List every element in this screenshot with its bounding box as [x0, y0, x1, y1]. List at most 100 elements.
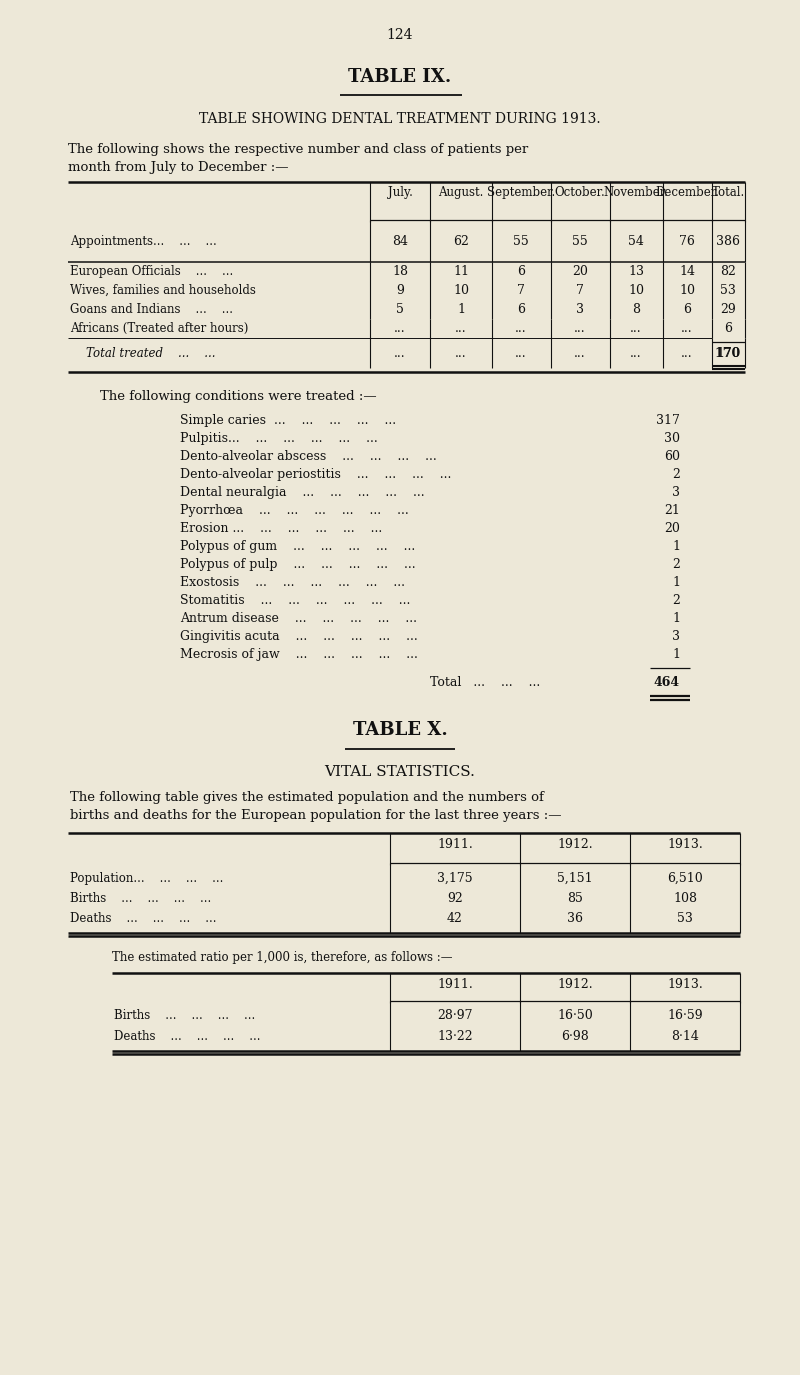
Text: 10: 10	[628, 285, 644, 297]
Text: Population...    ...    ...    ...: Population... ... ... ...	[70, 872, 223, 884]
Text: Births    ...    ...    ...    ...: Births ... ... ... ...	[70, 891, 211, 905]
Text: TABLE X.: TABLE X.	[353, 720, 447, 738]
Text: Pulpitis...    ...    ...    ...    ...    ...: Pulpitis... ... ... ... ... ...	[180, 432, 378, 446]
Text: Total.: Total.	[711, 186, 745, 199]
Text: 84: 84	[392, 235, 408, 248]
Text: 62: 62	[453, 235, 469, 248]
Text: 1: 1	[672, 576, 680, 588]
Text: 55: 55	[513, 235, 529, 248]
Text: 1913.: 1913.	[667, 837, 703, 851]
Text: Total   ...    ...    ...: Total ... ... ...	[430, 676, 540, 689]
Text: September.: September.	[487, 186, 555, 199]
Text: 16·50: 16·50	[557, 1009, 593, 1022]
Text: 1: 1	[672, 540, 680, 553]
Text: 9: 9	[396, 285, 404, 297]
Text: Simple caries  ...    ...    ...    ...    ...: Simple caries ... ... ... ... ...	[180, 414, 396, 428]
Text: 6: 6	[517, 265, 525, 278]
Text: births and deaths for the European population for the last three years :—: births and deaths for the European popul…	[70, 808, 562, 822]
Text: 1: 1	[672, 648, 680, 661]
Text: TABLE SHOWING DENTAL TREATMENT DURING 1913.: TABLE SHOWING DENTAL TREATMENT DURING 19…	[199, 111, 601, 126]
Text: 170: 170	[716, 346, 740, 359]
Text: ...: ...	[574, 322, 586, 336]
Text: 3,175: 3,175	[437, 872, 473, 884]
Text: Exostosis    ...    ...    ...    ...    ...    ...: Exostosis ... ... ... ... ... ...	[180, 576, 405, 588]
Text: 8: 8	[632, 302, 640, 316]
Text: 6·98: 6·98	[561, 1030, 589, 1044]
Text: 53: 53	[677, 912, 693, 924]
Text: ...: ...	[515, 346, 527, 359]
Text: 3: 3	[576, 302, 584, 316]
Text: month from July to December :—: month from July to December :—	[68, 161, 289, 175]
Text: 54: 54	[628, 235, 644, 248]
Text: 1911.: 1911.	[437, 978, 473, 991]
Text: 20: 20	[572, 265, 588, 278]
Text: Erosion ...    ...    ...    ...    ...    ...: Erosion ... ... ... ... ... ...	[180, 522, 382, 535]
Text: 6: 6	[517, 302, 525, 316]
Text: 124: 124	[386, 28, 414, 43]
Text: Dento-alveolar periostitis    ...    ...    ...    ...: Dento-alveolar periostitis ... ... ... .…	[180, 468, 451, 481]
Text: 85: 85	[567, 891, 583, 905]
Text: 28·97: 28·97	[438, 1009, 473, 1022]
Text: 10: 10	[453, 285, 469, 297]
Text: 14: 14	[679, 265, 695, 278]
Text: 1911.: 1911.	[437, 837, 473, 851]
Text: Mecrosis of jaw    ...    ...    ...    ...    ...: Mecrosis of jaw ... ... ... ... ...	[180, 648, 418, 661]
Text: 13·22: 13·22	[437, 1030, 473, 1044]
Text: 16·59: 16·59	[667, 1009, 703, 1022]
Text: 13: 13	[628, 265, 644, 278]
Text: October.: October.	[554, 186, 606, 199]
Text: European Officials    ...    ...: European Officials ... ...	[70, 265, 234, 278]
Text: Polypus of pulp    ...    ...    ...    ...    ...: Polypus of pulp ... ... ... ... ...	[180, 558, 416, 571]
Text: 7: 7	[517, 285, 525, 297]
Text: 8·14: 8·14	[671, 1030, 699, 1044]
Text: 2: 2	[672, 558, 680, 571]
Text: 82: 82	[720, 265, 736, 278]
Text: 42: 42	[447, 912, 463, 924]
Text: VITAL STATISTICS.: VITAL STATISTICS.	[325, 765, 475, 780]
Text: 76: 76	[679, 235, 695, 248]
Text: ...: ...	[455, 346, 467, 359]
Text: The estimated ratio per 1,000 is, therefore, as follows :—: The estimated ratio per 1,000 is, theref…	[112, 951, 453, 964]
Text: Deaths    ...    ...    ...    ...: Deaths ... ... ... ...	[70, 912, 217, 924]
Text: 1912.: 1912.	[557, 978, 593, 991]
Text: December.: December.	[655, 186, 719, 199]
Text: 30: 30	[664, 432, 680, 446]
Text: Gingivitis acuta    ...    ...    ...    ...    ...: Gingivitis acuta ... ... ... ... ...	[180, 630, 418, 644]
Text: Dento-alveolar abscess    ...    ...    ...    ...: Dento-alveolar abscess ... ... ... ...	[180, 450, 437, 463]
Text: Deaths    ...    ...    ...    ...: Deaths ... ... ... ...	[114, 1030, 261, 1044]
Text: November.: November.	[603, 186, 669, 199]
Text: Stomatitis    ...    ...    ...    ...    ...    ...: Stomatitis ... ... ... ... ... ...	[180, 594, 410, 606]
Text: Goans and Indians    ...    ...: Goans and Indians ... ...	[70, 302, 233, 316]
Text: 29: 29	[720, 302, 736, 316]
Text: 1913.: 1913.	[667, 978, 703, 991]
Text: ...: ...	[574, 346, 586, 359]
Text: August.: August.	[438, 186, 484, 199]
Text: ...: ...	[630, 322, 642, 336]
Text: 170: 170	[715, 346, 741, 359]
Text: ...: ...	[394, 346, 406, 359]
Text: Antrum disease    ...    ...    ...    ...    ...: Antrum disease ... ... ... ... ...	[180, 612, 417, 626]
Text: Wives, families and households: Wives, families and households	[70, 285, 256, 297]
Text: July.: July.	[387, 186, 413, 199]
Text: 1912.: 1912.	[557, 837, 593, 851]
Text: 60: 60	[664, 450, 680, 463]
Text: 6: 6	[683, 302, 691, 316]
Text: The following table gives the estimated population and the numbers of: The following table gives the estimated …	[70, 791, 544, 804]
Text: 386: 386	[716, 235, 740, 248]
Text: TABLE IX.: TABLE IX.	[348, 67, 452, 87]
Text: 464: 464	[654, 676, 680, 689]
Text: Dental neuralgia    ...    ...    ...    ...    ...: Dental neuralgia ... ... ... ... ...	[180, 485, 425, 499]
Text: 3: 3	[672, 630, 680, 644]
Text: 6,510: 6,510	[667, 872, 703, 884]
Text: 7: 7	[576, 285, 584, 297]
Text: The following shows the respective number and class of patients per: The following shows the respective numbe…	[68, 143, 528, 155]
Text: Appointments...    ...    ...: Appointments... ... ...	[70, 235, 217, 248]
Text: ...: ...	[681, 322, 693, 336]
Text: Africans (Treated after hours): Africans (Treated after hours)	[70, 322, 248, 336]
Text: 5: 5	[396, 302, 404, 316]
Text: ...: ...	[394, 322, 406, 336]
Text: 2: 2	[672, 594, 680, 606]
Text: ...: ...	[455, 322, 467, 336]
Text: ...: ...	[630, 346, 642, 359]
Text: 1: 1	[672, 612, 680, 626]
